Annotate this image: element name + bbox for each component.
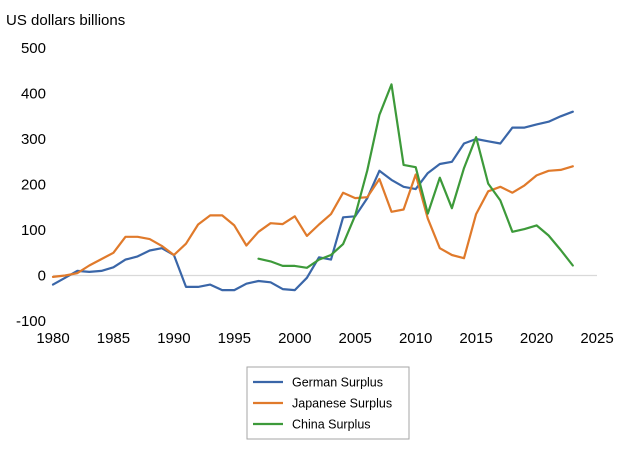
x-tick-label: 2000 bbox=[278, 330, 311, 347]
x-tick-label: 2010 bbox=[399, 330, 432, 347]
axes: -100 0 100 200 300 400 500 1980 1985 1990 1995 2000… bbox=[16, 40, 614, 347]
y-tick-label: 400 bbox=[21, 86, 46, 103]
legend-label: Japanese Surplus bbox=[292, 397, 392, 411]
y-tick-label: 200 bbox=[21, 177, 46, 194]
series-line-german-surplus bbox=[51, 110, 574, 292]
x-tick-label: 1995 bbox=[218, 330, 251, 347]
legend-label: China Surplus bbox=[292, 418, 371, 432]
x-tick-label: 2025 bbox=[580, 330, 613, 347]
x-tick-label: 1985 bbox=[97, 330, 130, 347]
y-tick-label: -100 bbox=[16, 313, 46, 330]
series-line-china-surplus bbox=[257, 83, 574, 269]
y-tick-label: 100 bbox=[21, 222, 46, 239]
legend: German Surplus Japanese Surplus China Surp… bbox=[246, 366, 410, 440]
x-tick-label: 2005 bbox=[339, 330, 372, 347]
x-tick-label: 1980 bbox=[36, 330, 69, 347]
y-tick-label: 300 bbox=[21, 131, 46, 148]
unit-label: US dollars billions bbox=[6, 12, 125, 29]
x-tick-label: 2015 bbox=[459, 330, 492, 347]
x-tick-label: 2020 bbox=[520, 330, 553, 347]
x-tick-label: 1990 bbox=[157, 330, 190, 347]
plot-area bbox=[51, 83, 574, 292]
y-tick-label: 500 bbox=[21, 40, 46, 57]
legend-label: German Surplus bbox=[292, 376, 383, 390]
series-line-japanese-surplus bbox=[51, 165, 574, 278]
y-tick-label: 0 bbox=[38, 268, 46, 285]
